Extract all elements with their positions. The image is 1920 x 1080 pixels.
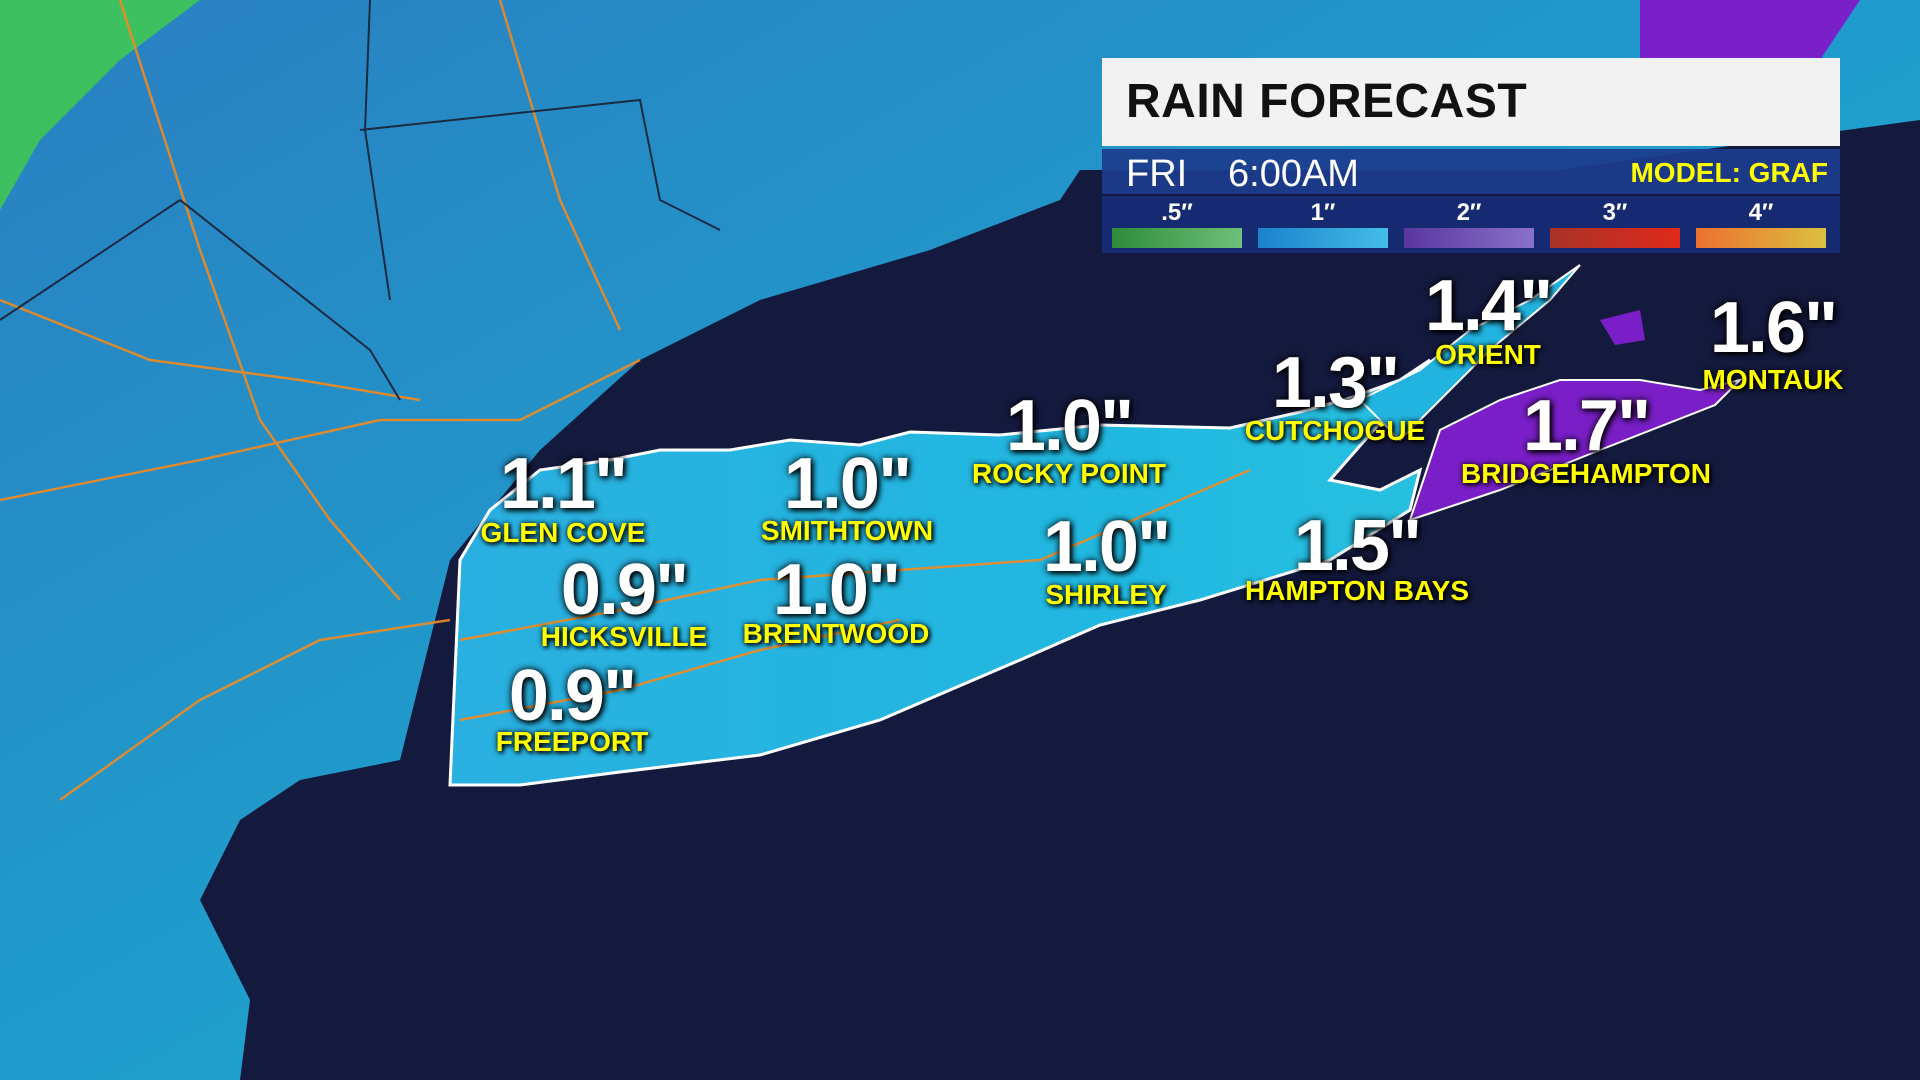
- location-name: SMITHTOWN: [760, 515, 934, 546]
- rain-amount: 1.5": [1293, 506, 1422, 586]
- legend-item: 2″: [1404, 196, 1534, 253]
- location-name: BRENTWOOD: [742, 618, 930, 649]
- green-rain-area: [0, 0, 200, 210]
- legend-swatch: [1404, 228, 1534, 248]
- legend-item: 4″: [1696, 196, 1826, 253]
- shelter-island: [1600, 310, 1645, 345]
- location-name: HICKSVILLE: [540, 621, 708, 652]
- forecast-panel: RAIN FORECAST FRI 6:00AM MODEL: GRAF .5″…: [1102, 58, 1840, 253]
- legend-swatch: [1112, 228, 1242, 248]
- legend-item: .5″: [1112, 196, 1242, 253]
- location-name: HAMPTON BAYS: [1244, 575, 1470, 606]
- rain-amount: 1.7": [1522, 386, 1651, 466]
- rain-amount: 1.1": [499, 444, 628, 524]
- rain-amount: 1.0": [772, 550, 901, 630]
- location-name: SHIRLEY: [1045, 579, 1167, 610]
- rain-amount: 1.6": [1709, 288, 1838, 368]
- model-label: MODEL: GRAF: [1630, 157, 1828, 188]
- rain-amount: 0.9": [508, 656, 637, 736]
- legend-swatch: [1550, 228, 1680, 248]
- forecast-time: 6:00AM: [1228, 153, 1359, 195]
- legend-label: 2″: [1456, 199, 1482, 226]
- location-name: BRIDGEHAMPTON: [1461, 458, 1711, 489]
- rain-amount: 0.9": [560, 550, 689, 630]
- legend-label: 4″: [1748, 199, 1774, 226]
- legend-swatch: [1258, 228, 1388, 248]
- page-title: RAIN FORECAST: [1126, 75, 1528, 128]
- legend-label: .5″: [1161, 199, 1193, 226]
- location-name: GLEN COVE: [480, 517, 646, 548]
- legend-item: 1″: [1258, 196, 1388, 253]
- location-name: FREEPORT: [495, 726, 649, 757]
- rain-amount: 1.3": [1271, 343, 1400, 423]
- forecast-day: FRI: [1126, 153, 1188, 195]
- legend-label: 1″: [1310, 199, 1336, 226]
- rain-amount: 1.0": [1005, 386, 1134, 466]
- time-bar: FRI 6:00AM MODEL: GRAF: [1102, 149, 1840, 195]
- location-name: ORIENT: [1435, 339, 1541, 370]
- legend-label: 3″: [1602, 199, 1628, 226]
- location-name: MONTAUK: [1702, 364, 1844, 395]
- roads: [0, 0, 1251, 802]
- location-name: CUTCHOGUE: [1244, 415, 1426, 446]
- rain-amount: 1.0": [783, 444, 912, 524]
- rain-amount: 1.4": [1424, 266, 1553, 346]
- title-bar: RAIN FORECAST: [1102, 58, 1840, 146]
- rain-amount: 1.0": [1042, 507, 1171, 587]
- purple-rain-area-ne: [1640, 0, 1860, 60]
- location-name: ROCKY POINT: [972, 458, 1166, 489]
- legend: .5″ 1″ 2″ 3″ 4″: [1102, 196, 1840, 253]
- legend-swatch: [1696, 228, 1826, 248]
- legend-item: 3″: [1550, 196, 1680, 253]
- south-fork: [1408, 378, 1744, 522]
- state-borders: [0, 0, 721, 401]
- north-fork: [1358, 264, 1581, 442]
